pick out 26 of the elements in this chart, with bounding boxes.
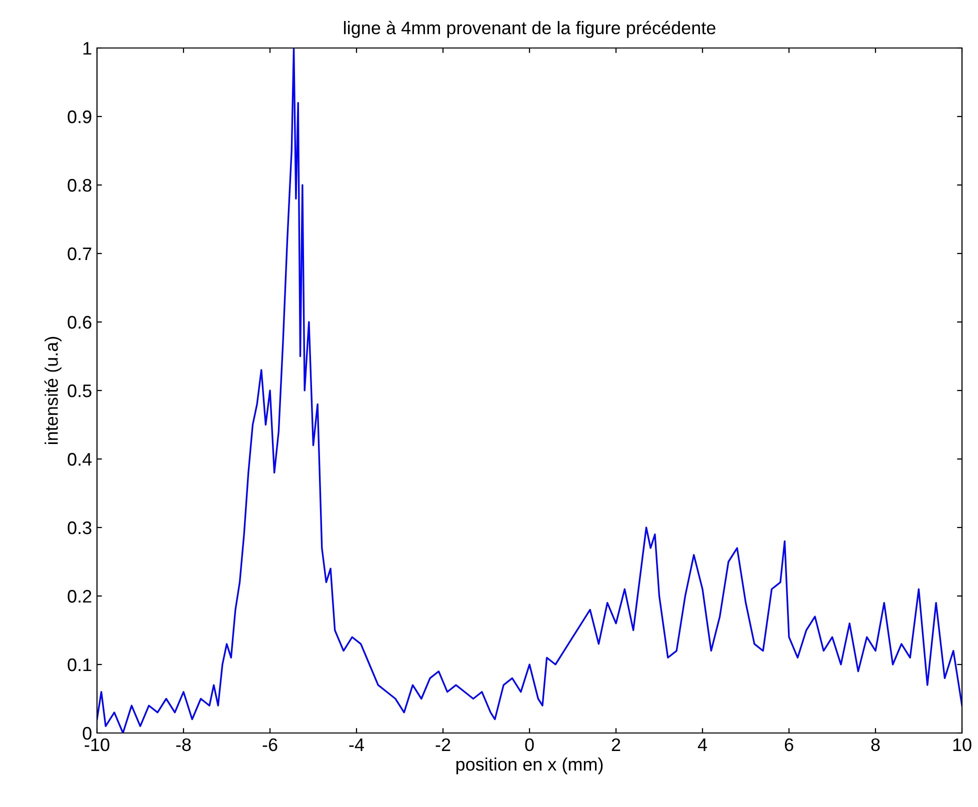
- y-tick-label: 0: [82, 726, 92, 740]
- x-tick-label: 0: [525, 738, 534, 752]
- x-tick-label: -2: [436, 738, 450, 751]
- line-series: [97, 48, 962, 733]
- x-tick-label: 2: [612, 738, 620, 751]
- y-tick-label: 0.7: [68, 247, 92, 260]
- x-tick-label: -10: [84, 738, 110, 752]
- x-tick-label: -8: [176, 738, 191, 752]
- x-tick-label: 4: [698, 738, 707, 751]
- x-tick-label: -6: [262, 738, 278, 752]
- x-tick-label: 8: [871, 738, 880, 752]
- y-tick-label: 0.6: [68, 316, 92, 329]
- y-tick-label: 0.5: [68, 384, 92, 398]
- x-tick-label: 10: [953, 738, 972, 752]
- y-tick-label: 0.2: [68, 590, 92, 603]
- y-axis-title: intensité (u.a): [44, 336, 62, 444]
- y-tick-label: 0.1: [68, 658, 92, 672]
- chart-title: ligne à 4mm provenant de la figure précédente: [344, 20, 716, 38]
- x-tick-label: -4: [349, 738, 364, 751]
- y-tick-label: 0.3: [68, 521, 92, 534]
- y-tick-label: 0.4: [68, 452, 92, 466]
- x-axis-title: position en x (mm): [456, 757, 603, 774]
- y-tick-label: 0.9: [68, 110, 92, 124]
- y-tick-label: 0.8: [68, 178, 92, 192]
- y-tick-label: 1: [83, 42, 92, 55]
- x-tick-label: 6: [784, 738, 794, 752]
